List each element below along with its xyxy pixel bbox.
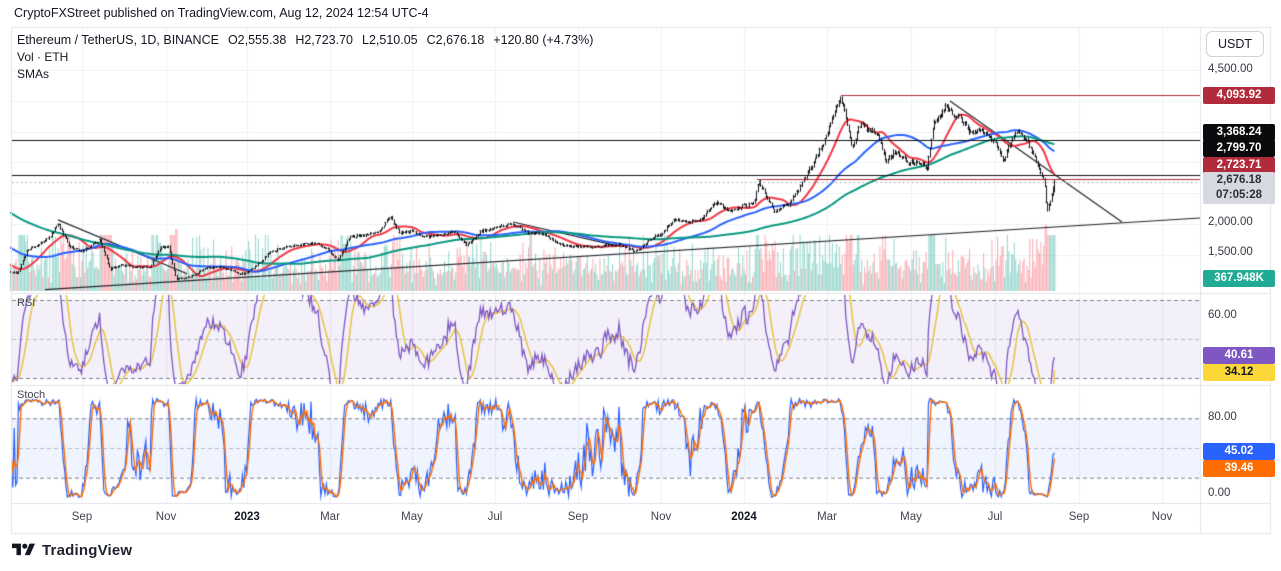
tradingview-attribution[interactable]: TradingView [12, 541, 132, 559]
change-value: +120.80 (+4.73%) [493, 33, 594, 47]
time-axis-label: May [401, 511, 423, 523]
tradingview-logo-icon [12, 543, 35, 556]
price-axis-label: 34.12 [1203, 363, 1275, 381]
price-axis-label: 40.61 [1203, 346, 1275, 364]
price-axis-label: 4,500.00 [1208, 63, 1253, 75]
rsi-pane-label[interactable]: RSI [17, 297, 36, 309]
price-axis-label: 39.46 [1203, 459, 1275, 477]
symbol-title[interactable]: Ethereum / TetherUS, 1D, BINANCE [17, 33, 219, 47]
price-axis-label: 3,368.24 [1203, 123, 1275, 141]
time-axis-label: Jul [987, 511, 1003, 523]
price-axis-label: 2,676.18 07:05:28 [1203, 172, 1275, 204]
time-axis-label: Nov [650, 511, 672, 523]
price-axis-label: 0.00 [1208, 487, 1231, 499]
time-axis-label: 2023 [234, 511, 260, 523]
price-scale[interactable]: 4,500.00 4,093.92 3,368.24 2,799.70 2,723.71… [1201, 27, 1281, 533]
time-axis-label: Sep [71, 511, 93, 523]
price-axis-label: 60.00 [1208, 309, 1237, 321]
time-axis-label: Nov [1151, 511, 1173, 523]
price-axis-label: 45.02 [1203, 442, 1275, 460]
time-axis-label: Mar [817, 511, 837, 523]
time-axis-label: Nov [155, 511, 177, 523]
time-axis-label: Sep [567, 511, 589, 523]
time-axis-label: Jul [487, 511, 503, 523]
ohlc-close: C2,676.18 [426, 33, 485, 47]
smas-legend-row[interactable]: SMAs [17, 67, 50, 81]
time-axis-label: Mar [320, 511, 340, 523]
price-axis-label: 2,000.00 [1208, 216, 1253, 228]
ohlc-high: H2,723.70 [295, 33, 354, 47]
price-axis-label: 4,093.92 [1203, 86, 1275, 104]
tradingview-brand-text: TradingView [42, 541, 133, 559]
chart-legend: Ethereum / TetherUS, 1D, BINANCE O2,555.3… [17, 33, 602, 84]
time-axis-label: 2024 [731, 511, 757, 523]
time-axis-label: Sep [1068, 511, 1090, 523]
price-axis-label: 2,799.70 [1203, 139, 1275, 157]
volume-legend-row[interactable]: Vol · ETH [17, 50, 69, 64]
time-scale[interactable]: Sep Nov 2023 Mar May Jul Sep Nov 2024 Mar May Jul Se… [0, 504, 1200, 533]
publish-caption: CryptoFXStreet published on TradingView.… [14, 6, 429, 20]
stoch-pane-label[interactable]: Stoch [17, 389, 46, 401]
currency-toggle-button[interactable]: USDT [1206, 31, 1264, 57]
symbol-legend-row[interactable]: Ethereum / TetherUS, 1D, BINANCE O2,555.3… [17, 33, 602, 50]
time-axis-label: May [900, 511, 922, 523]
price-axis-label: 367.948K [1203, 269, 1275, 287]
price-axis-label: 2,723.71 [1203, 156, 1275, 174]
price-axis-label: 1,500.00 [1208, 246, 1253, 258]
ohlc-low: L2,510.05 [362, 33, 418, 47]
ohlc-open: O2,555.38 [227, 33, 287, 47]
price-axis-label: 80.00 [1208, 411, 1237, 423]
